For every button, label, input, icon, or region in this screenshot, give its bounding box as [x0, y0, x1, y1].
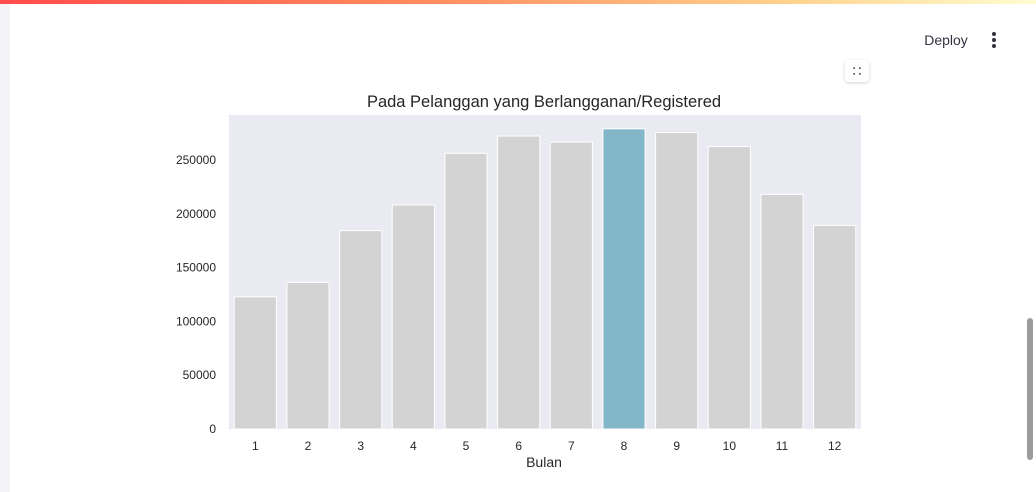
y-tick-label: 200000 [176, 207, 216, 221]
x-tick-label: 9 [673, 439, 680, 453]
bar-8 [602, 128, 646, 430]
deploy-button[interactable]: Deploy [916, 28, 976, 52]
bar-5 [444, 152, 488, 430]
x-tick-label: 2 [305, 439, 312, 453]
x-tick-label: 7 [568, 439, 575, 453]
x-tick-label: 12 [828, 439, 842, 453]
y-tick-label: 50000 [183, 368, 217, 382]
y-axis-ticks: 0 50000 100000 150000 200000 250000 [176, 153, 216, 436]
bar-6 [497, 135, 541, 430]
sidebar-gutter [0, 4, 10, 492]
kebab-menu-icon[interactable] [982, 28, 1006, 52]
x-tick-label: 11 [776, 439, 789, 453]
x-tick-label: 1 [252, 439, 259, 453]
chart-title: Pada Pelanggan yang Berlangganan/Registe… [367, 93, 721, 111]
fullscreen-icon [853, 67, 861, 75]
bar-3 [339, 230, 383, 430]
bar-9 [655, 132, 699, 430]
y-tick-label: 0 [209, 422, 216, 436]
bar-2 [286, 281, 330, 430]
bar-1 [233, 296, 277, 430]
y-tick-label: 250000 [176, 153, 216, 167]
bars-group [233, 128, 857, 430]
fullscreen-button[interactable] [845, 60, 869, 82]
plot-area [229, 115, 861, 429]
bar-7 [549, 141, 593, 430]
x-axis-title: Bulan [526, 454, 562, 470]
x-tick-label: 10 [723, 439, 737, 453]
y-tick-label: 100000 [176, 314, 216, 328]
bar-12 [813, 224, 857, 430]
x-axis-ticks: 1 2 3 4 5 6 7 8 9 10 11 12 [252, 439, 842, 453]
x-tick-label: 8 [621, 439, 628, 453]
x-tick-label: 3 [357, 439, 364, 453]
bar-10 [707, 146, 751, 430]
top-decoration-stripe [0, 0, 1036, 4]
scrollbar-thumb[interactable] [1027, 318, 1033, 460]
x-tick-label: 6 [515, 439, 522, 453]
x-tick-label: 5 [463, 439, 470, 453]
bar-4 [391, 204, 435, 430]
x-tick-label: 4 [410, 439, 417, 453]
y-tick-label: 150000 [176, 261, 216, 275]
bar-11 [760, 193, 804, 430]
